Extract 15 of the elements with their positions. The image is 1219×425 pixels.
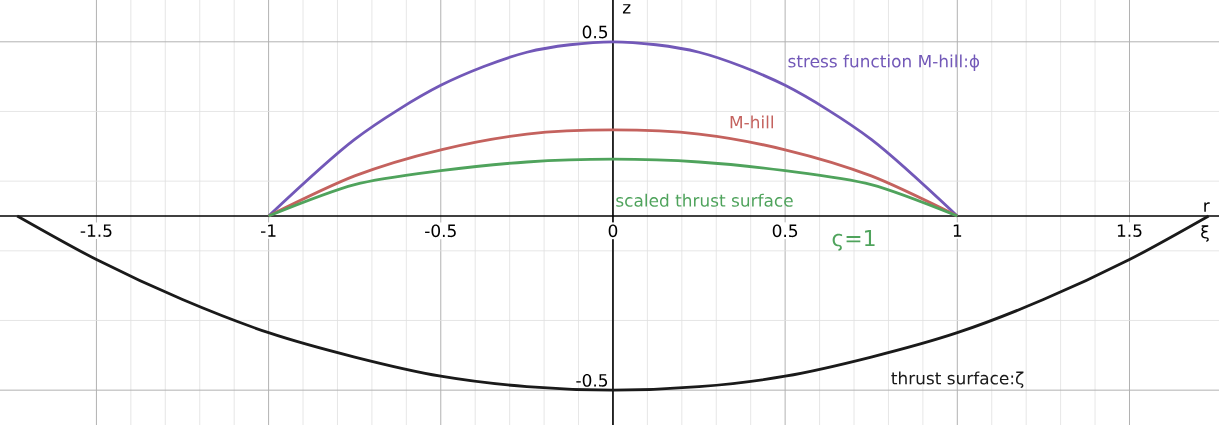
series-label: stress function M-hill:ϕ xyxy=(788,54,980,71)
y-axis-title: z xyxy=(622,4,631,14)
x-axis-title: r xyxy=(1204,202,1210,212)
annotation: ξ xyxy=(1201,225,1209,242)
x-tick-label: -1.5 xyxy=(80,224,112,237)
x-tick-label: -0.5 xyxy=(425,224,456,238)
series-label: M-hill xyxy=(730,115,773,129)
series-label: thrust surface:ζ xyxy=(891,371,1024,388)
annotation: ς=1 xyxy=(832,230,875,251)
x-tick-label: 0.5 xyxy=(772,224,798,238)
x-tick-label: 1 xyxy=(953,224,962,237)
x-tick-label: 1.5 xyxy=(1117,224,1142,237)
x-tick-label: 0 xyxy=(608,224,618,238)
series-label: scaled thrust surface xyxy=(616,193,793,207)
x-tick-label: -1 xyxy=(260,224,276,237)
